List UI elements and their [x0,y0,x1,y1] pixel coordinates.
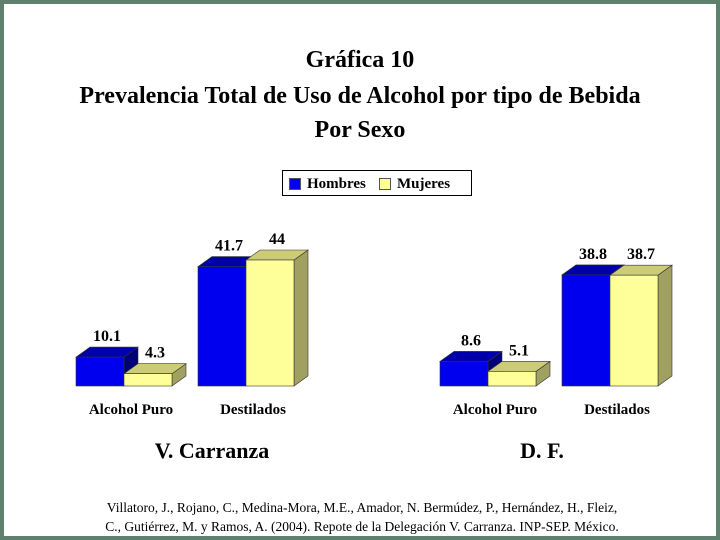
data-label: 4.3 [145,345,165,362]
legend-swatch-mujeres [379,178,391,190]
data-label: 8.6 [461,332,481,349]
bar-g0-c1-s1-side [293,249,309,387]
bar-g0-c1-s0-front [197,266,247,387]
data-label: 5.1 [509,342,529,359]
group-label-v-carranza: V. Carranza [154,438,270,463]
category-label: Alcohol Puro [89,402,173,418]
category-label: Destilados [220,402,286,418]
bar-g1-c1-s1-front [609,274,659,387]
chart-title-line-1: Gráfica 10 [305,47,415,73]
legend-label-mujeres: Mujeres [397,176,451,192]
legend-swatch-hombres [289,178,301,190]
data-label: 38.8 [579,246,607,263]
chart-title-line-3: Por Sexo [314,117,406,143]
data-label: 10.1 [93,328,121,345]
bar-g0-c1-s1-front [245,259,295,387]
category-label: Destilados [584,402,650,418]
group-label-df: D. F. [520,438,564,463]
bar-charts: 10.1 4.3 Alcohol Puro 41.7 44 Destilados 8.6 5.… [75,231,673,418]
bar-g1-c0-s1-front [487,371,537,387]
bar-g1-c1-s0-front [561,274,611,387]
bar-g0-c0-s1-front [123,373,173,387]
data-label: 38.7 [627,246,655,263]
source-footnote: Villatoro, J., Rojano, C., Medina-Mora, … [22,498,702,536]
chart-title-line-2: Prevalencia Total de Uso de Alcohol por … [79,83,641,109]
data-label: 44 [269,231,285,248]
category-label: Alcohol Puro [453,402,537,418]
legend: Hombres Mujeres [282,170,472,196]
footnote-line-1: Villatoro, J., Rojano, C., Medina-Mora, … [106,500,618,515]
bar-g1-c0-s0-front [439,361,489,387]
data-label: 41.7 [215,238,243,255]
legend-label-hombres: Hombres [307,176,366,192]
bar-g1-c1-s1-side [657,264,673,387]
bar-g0-c0-s0-front [75,356,125,387]
footnote-line-2: C., Gutiérrez, M. y Ramos, A. (2004). Re… [105,519,619,534]
